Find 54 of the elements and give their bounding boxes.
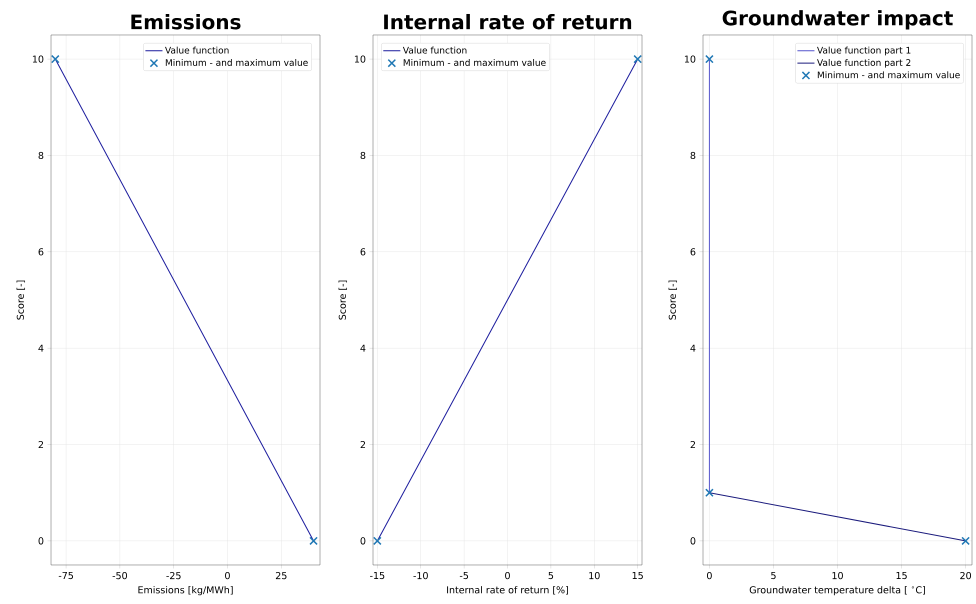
legend-label: Minimum - and maximum value <box>818 71 960 78</box>
point <box>705 54 714 64</box>
y-tick-label: 8 <box>38 152 44 160</box>
x-tick-label: 20 <box>960 572 972 580</box>
x-tick-label: 5 <box>548 572 554 580</box>
x-tick-label: -15 <box>370 572 384 580</box>
legend-label: Value function part 1 <box>817 46 910 56</box>
x-tick-label: -10 <box>413 572 428 580</box>
y-tick-label: 10 <box>684 55 696 63</box>
x-tick-label: 10 <box>589 572 600 580</box>
chart-title: Groundwater impact <box>722 10 953 30</box>
x-tick-label: 15 <box>632 572 643 580</box>
point <box>961 536 970 546</box>
y-axis-title: Score [-] <box>338 280 348 320</box>
y-tick-label: 6 <box>690 248 696 256</box>
legend-label: Value function part 2 <box>817 58 910 68</box>
x-tick-label: -75 <box>58 572 74 580</box>
y-tick-label: 2 <box>360 441 366 448</box>
legend-label: Value function <box>165 46 229 54</box>
legend-label: Value function <box>402 46 466 54</box>
y-tick-label: 4 <box>360 344 366 352</box>
y-tick-label: 0 <box>690 537 696 544</box>
chart-title: Internal rate of return <box>384 14 632 30</box>
x-tick-label: -5 <box>460 572 468 580</box>
x-tick-label: -50 <box>112 572 127 580</box>
y-axis-title: Score [-] <box>16 280 26 320</box>
y-tick-label: 4 <box>38 344 44 352</box>
y-tick-label: 6 <box>38 248 44 256</box>
x-tick-label: 0 <box>707 572 712 580</box>
y-tick-label: 6 <box>360 248 366 256</box>
x-axis-title: Groundwater temperature delta [ $^{∘}$C] <box>750 586 925 596</box>
y-tick-label: 10 <box>32 55 44 63</box>
legend-label: Minimum - and maximum value <box>404 58 546 66</box>
chart-title: Emissions <box>131 14 241 30</box>
point <box>705 488 714 497</box>
y-tick-label: 2 <box>38 441 44 448</box>
y-tick-label: 4 <box>690 344 696 352</box>
y-tick-label: 8 <box>360 152 366 160</box>
y-axis-title: Score [-] <box>668 280 678 320</box>
x-tick-label: 5 <box>771 572 776 580</box>
x-tick-label: 0 <box>505 572 510 580</box>
x-tick-label: 10 <box>832 572 843 580</box>
x-axis-title: Emissions [kg/MWh] <box>138 586 233 596</box>
x-tick-label: -25 <box>166 572 181 580</box>
y-tick-label: 0 <box>360 537 366 544</box>
legend-label: Minimum - and maximum value <box>166 58 308 66</box>
y-tick-label: 2 <box>690 441 696 448</box>
x-tick-label: 25 <box>276 572 286 580</box>
y-tick-label: 10 <box>354 55 366 63</box>
y-tick-label: 8 <box>690 152 696 160</box>
x-tick-label: 15 <box>896 572 907 580</box>
x-tick-label: 0 <box>225 572 230 580</box>
y-tick-label: 0 <box>38 537 44 544</box>
x-axis-title: Internal rate of return [%] <box>447 586 568 595</box>
